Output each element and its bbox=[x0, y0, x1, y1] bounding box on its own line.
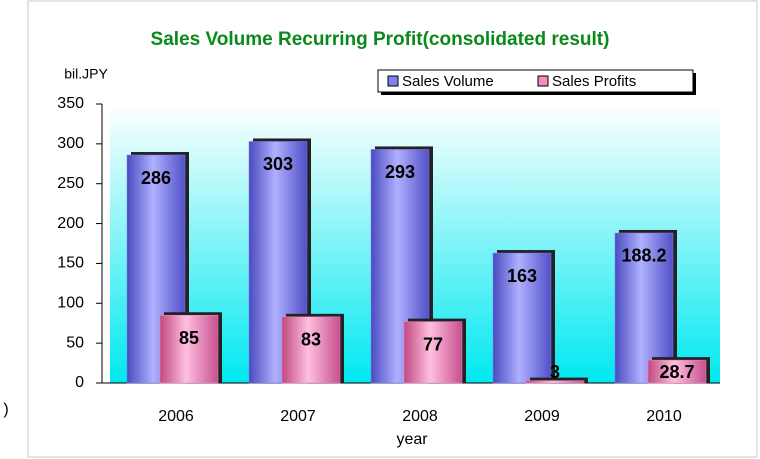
value-label: 85 bbox=[179, 328, 199, 348]
value-label: 83 bbox=[301, 330, 321, 350]
legend-label: Sales Profits bbox=[552, 73, 636, 90]
chart-title: Sales Volume Recurring Profit(consolidat… bbox=[151, 29, 610, 50]
annotation: ) bbox=[3, 401, 8, 418]
y-tick-label: 0 bbox=[75, 374, 84, 391]
bar bbox=[647, 359, 707, 384]
legend bbox=[377, 69, 694, 93]
x-axis-label: year bbox=[396, 431, 428, 448]
y-tick-label: 200 bbox=[57, 215, 84, 232]
legend-label: Sales Volume bbox=[402, 73, 494, 90]
value-label: 3 bbox=[550, 362, 560, 382]
y-tick-label: 300 bbox=[57, 135, 84, 152]
x-tick-label: 2008 bbox=[402, 408, 438, 425]
bar bbox=[281, 316, 341, 384]
y-tick-label: 100 bbox=[57, 295, 84, 312]
value-label: 303 bbox=[263, 154, 293, 174]
y-axis-label: bil.JPY bbox=[64, 66, 108, 82]
bar bbox=[492, 252, 552, 384]
bar bbox=[159, 314, 219, 384]
bar bbox=[403, 321, 463, 384]
x-tick-label: 2006 bbox=[158, 408, 194, 425]
legend-swatch bbox=[387, 75, 399, 87]
y-tick-label: 150 bbox=[57, 255, 84, 272]
value-label: 188.2 bbox=[621, 246, 666, 266]
frame bbox=[27, 0, 758, 458]
legend-swatch bbox=[537, 75, 549, 87]
y-tick-label: 50 bbox=[66, 334, 84, 351]
value-label: 28.7 bbox=[659, 362, 694, 382]
value-label: 77 bbox=[423, 334, 443, 354]
y-tick-label: 350 bbox=[57, 95, 84, 112]
value-label: 293 bbox=[385, 162, 415, 182]
bar-shadow bbox=[530, 377, 588, 383]
bar bbox=[525, 380, 585, 384]
y-tick-label: 250 bbox=[57, 175, 84, 192]
x-tick-label: 2007 bbox=[280, 408, 316, 425]
x-tick-label: 2009 bbox=[524, 408, 560, 425]
value-label: 163 bbox=[507, 266, 537, 286]
value-label: 286 bbox=[141, 168, 171, 188]
x-tick-label: 2010 bbox=[646, 408, 682, 425]
